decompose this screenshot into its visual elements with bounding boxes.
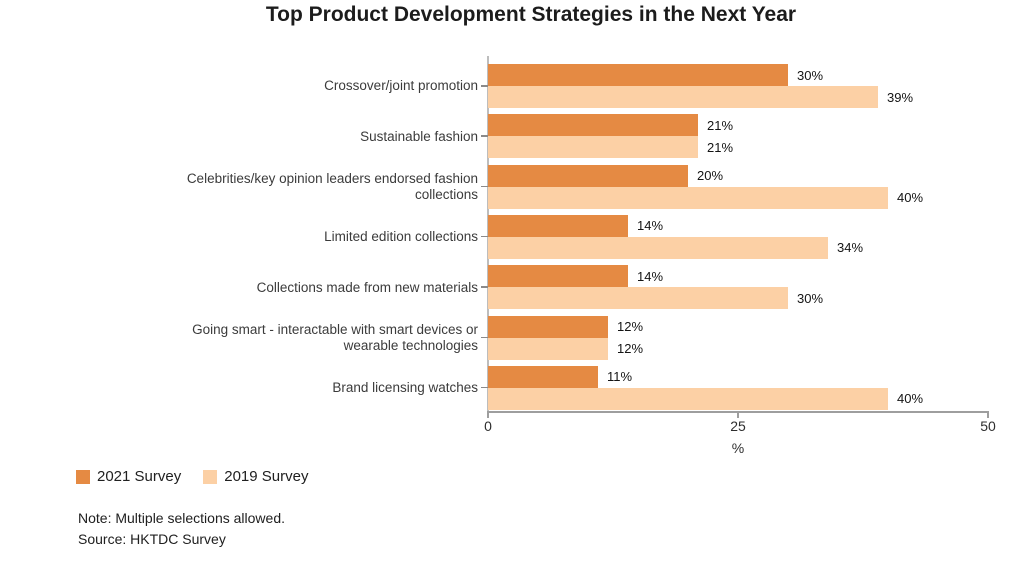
x-axis-tick (737, 411, 739, 418)
legend: 2021 Survey 2019 Survey (76, 468, 308, 485)
bar-value-label: 34% (837, 240, 864, 256)
bar-value-label: 39% (887, 89, 914, 105)
note-text: Note: Multiple selections allowed. (78, 510, 285, 526)
legend-swatch (76, 469, 90, 484)
bar-2021-survey (488, 315, 608, 338)
x-tick-label: 50 (980, 418, 996, 434)
category-tick (481, 85, 488, 87)
category-tick (481, 336, 488, 339)
bar-value-label: 21% (707, 139, 734, 155)
category-label: Celebrities/key opinion leaders endorsed… (186, 171, 478, 202)
legend-item-2021-survey: 2021 Survey (76, 468, 181, 485)
category-tick (481, 286, 488, 288)
category-tick (481, 185, 488, 188)
bar-value-label: 12% (617, 341, 644, 357)
bar-value-label: 14% (637, 268, 664, 284)
category-label: Collections made from new materials (256, 279, 478, 295)
x-tick-label: 0 (484, 418, 492, 434)
bar-value-label: 30% (797, 67, 824, 83)
legend-label: 2021 Survey (97, 468, 182, 485)
bar-value-label: 14% (637, 218, 664, 234)
category-tick (481, 135, 488, 137)
category-tick (481, 386, 488, 389)
bar-value-label: 11% (607, 369, 633, 385)
x-axis-tick (987, 411, 989, 418)
bar-value-label: 30% (797, 290, 824, 306)
chart-title: Top Product Development Strategies in th… (265, 3, 797, 26)
bar-2019-survey (488, 387, 888, 410)
category-label: Brand licensing watches (332, 380, 478, 396)
x-axis-tick (487, 411, 489, 418)
bar-2019-survey (488, 86, 878, 108)
bar-value-label: 40% (897, 190, 924, 206)
bar-value-label: 12% (617, 319, 644, 335)
bar-value-label: 21% (707, 117, 734, 133)
category-label: Limited edition collections (324, 229, 478, 245)
legend-swatch (203, 469, 218, 484)
category-label: Crossover/joint promotion (324, 78, 478, 94)
bar-2021-survey (488, 365, 598, 388)
y-axis-line (487, 56, 489, 412)
bar-2021-survey (488, 64, 788, 86)
category-tick (481, 235, 488, 238)
bar-2019-survey (488, 337, 608, 360)
bar-2021-survey (488, 265, 628, 288)
legend-label: 2019 Survey (224, 468, 309, 485)
source-text: Source: HKTDC Survey (78, 531, 226, 547)
bar-2021-survey (488, 214, 628, 237)
x-axis-label: % (731, 440, 745, 456)
category-label: Sustainable fashion (360, 128, 478, 144)
bar-value-label: 20% (697, 168, 724, 184)
bar-2021-survey (488, 114, 698, 137)
bar-2019-survey (488, 136, 698, 159)
category-label: Going smart - interactable with smart de… (192, 322, 478, 353)
bar-2019-survey (488, 186, 888, 209)
bar-value-label: 40% (897, 391, 924, 407)
bar-2021-survey (488, 164, 688, 187)
bar-2019-survey (488, 287, 788, 310)
legend-item-2019-survey: 2019 Survey (203, 468, 308, 485)
bar-2019-survey (488, 236, 828, 259)
x-tick-label: 25 (730, 418, 746, 434)
